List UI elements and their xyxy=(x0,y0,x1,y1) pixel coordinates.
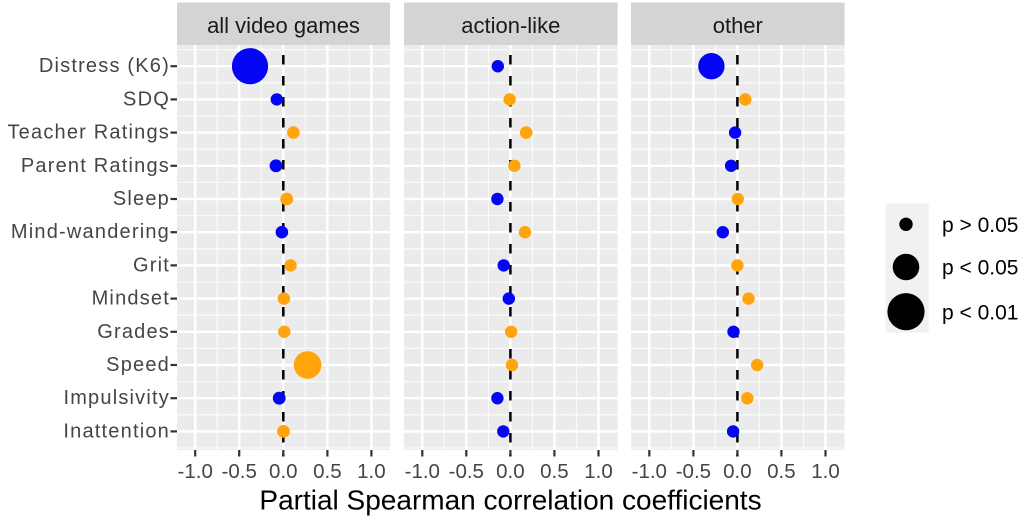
svg-text:-1.0: -1.0 xyxy=(405,460,440,483)
svg-text:0.5: 0.5 xyxy=(767,460,796,483)
svg-text:Impulsivity: Impulsivity xyxy=(63,387,170,409)
svg-text:0.0: 0.0 xyxy=(496,460,525,483)
svg-text:-0.5: -0.5 xyxy=(449,460,484,483)
svg-text:other: other xyxy=(713,13,763,38)
svg-text:p < 0.01: p < 0.01 xyxy=(942,301,1018,324)
svg-text:0.5: 0.5 xyxy=(540,460,569,483)
svg-text:Distress (K6): Distress (K6) xyxy=(39,55,170,77)
svg-text:1.0: 1.0 xyxy=(811,460,840,483)
svg-text:p < 0.05: p < 0.05 xyxy=(942,257,1018,280)
svg-text:-0.5: -0.5 xyxy=(222,460,257,483)
svg-text:0.0: 0.0 xyxy=(269,460,298,483)
svg-text:Speed: Speed xyxy=(106,354,170,376)
svg-text:Mind-wandering: Mind-wandering xyxy=(11,221,170,243)
svg-text:-1.0: -1.0 xyxy=(632,460,667,483)
svg-text:Grades: Grades xyxy=(97,321,170,343)
svg-text:Inattention: Inattention xyxy=(63,420,170,442)
svg-text:all video games: all video games xyxy=(207,13,360,38)
svg-text:SDQ: SDQ xyxy=(123,88,170,110)
svg-text:Partial Spearman correlation c: Partial Spearman correlation coefficient… xyxy=(259,485,761,516)
svg-text:Sleep: Sleep xyxy=(113,188,170,210)
svg-text:action-like: action-like xyxy=(461,13,560,38)
svg-text:Mindset: Mindset xyxy=(92,288,170,310)
svg-text:Grit: Grit xyxy=(133,254,170,276)
svg-text:0.5: 0.5 xyxy=(313,460,342,483)
svg-text:1.0: 1.0 xyxy=(357,460,386,483)
svg-text:-1.0: -1.0 xyxy=(178,460,213,483)
svg-text:0.0: 0.0 xyxy=(723,460,752,483)
svg-text:Parent Ratings: Parent Ratings xyxy=(21,155,170,177)
svg-text:Teacher Ratings: Teacher Ratings xyxy=(7,122,170,144)
svg-text:1.0: 1.0 xyxy=(584,460,613,483)
svg-text:-0.5: -0.5 xyxy=(676,460,711,483)
svg-text:p > 0.05: p > 0.05 xyxy=(942,214,1018,237)
